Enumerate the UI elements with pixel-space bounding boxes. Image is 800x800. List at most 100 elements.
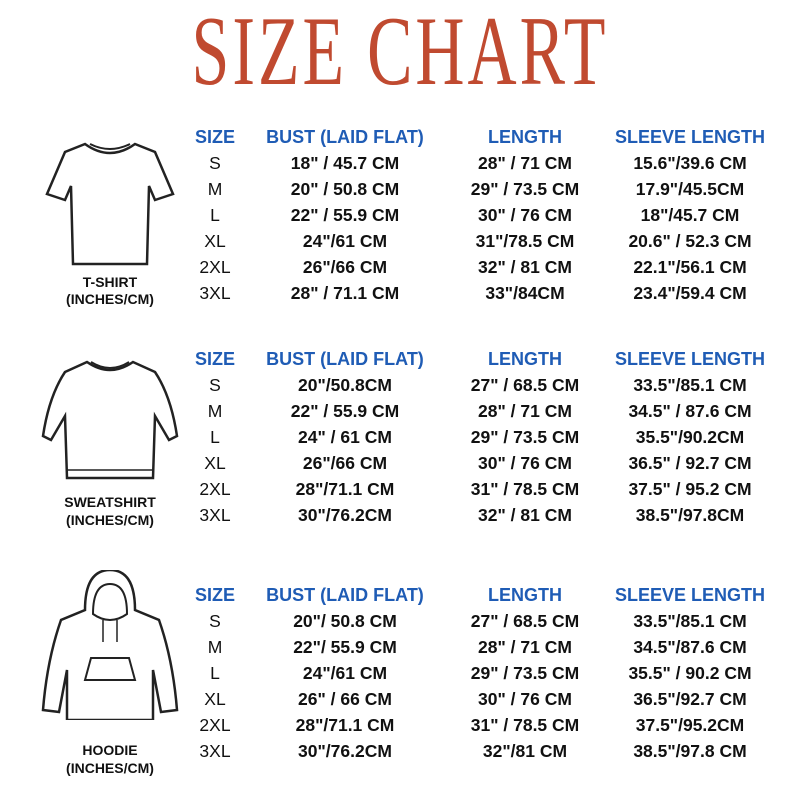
measurement-cell: 28" / 71 CM — [478, 152, 572, 173]
table-row: M 22"/ 55.9 CM 28" / 71 CM 34.5"/87.6 CM — [190, 634, 780, 660]
size-cell: XL — [204, 688, 226, 709]
measurement-cell: 36.5" / 92.7 CM — [628, 452, 752, 473]
measurement-cell: 33.5"/85.1 CM — [633, 374, 747, 395]
sweatshirt-section: SWEATSHIRT (INCHES/CM) SIZE BUST (LAID FL… — [0, 346, 800, 546]
header-row: SIZE BUST (LAID FLAT) LENGTH SLEEVE LENGTH — [190, 346, 780, 372]
measurement-cell: 20"/ 50.8 CM — [293, 610, 397, 631]
column-header: SIZE — [194, 348, 235, 369]
table-row: XL 24"/61 CM 31"/78.5 CM 20.6" / 52.3 CM — [190, 228, 780, 254]
measurement-cell: 28"/71.1 CM — [295, 478, 395, 499]
table-row: L 22" / 55.9 CM 30" / 76 CM 18"/45.7 CM — [190, 202, 780, 228]
unit-label: (INCHES/CM) — [66, 760, 154, 776]
measurement-cell: 22" / 55.9 CM — [290, 400, 400, 421]
column-header: SLEEVE LENGTH — [614, 126, 766, 147]
table-row: 2XL 28"/71.1 CM 31" / 78.5 CM 37.5"/95.2CM — [190, 712, 780, 738]
measurement-cell: 37.5" / 95.2 CM — [628, 478, 752, 499]
measurement-cell: 30"/76.2CM — [298, 740, 392, 761]
column-header: LENGTH — [488, 584, 562, 605]
table-row: M 20" / 50.8 CM 29" / 73.5 CM 17.9"/45.5CM — [190, 176, 780, 202]
measurement-cell: 29" / 73.5 CM — [470, 662, 580, 683]
size-cell: 2XL — [199, 256, 231, 277]
measurement-cell: 24" / 61 CM — [298, 426, 392, 447]
measurement-cell: 33.5"/85.1 CM — [633, 610, 747, 631]
measurement-cell: 26"/66 CM — [302, 256, 388, 277]
measurement-cell: 31"/78.5 CM — [475, 230, 575, 251]
measurement-cell: 30"/76.2CM — [298, 504, 392, 525]
column-header: LENGTH — [488, 126, 562, 147]
measurement-cell: 34.5"/87.6 CM — [633, 636, 747, 657]
measurement-cell: 29" / 73.5 CM — [470, 178, 580, 199]
measurement-cell: 30" / 76 CM — [478, 204, 572, 225]
size-cell: XL — [204, 230, 226, 251]
hoodie-icon — [41, 570, 179, 720]
measurement-cell: 27" / 68.5 CM — [470, 610, 580, 631]
measurement-cell: 35.5" / 90.2 CM — [628, 662, 752, 683]
measurement-cell: 22"/ 55.9 CM — [293, 636, 397, 657]
table-row: M 22" / 55.9 CM 28" / 71 CM 34.5" / 87.6 CM — [190, 398, 780, 424]
table-row: S 20"/50.8CM 27" / 68.5 CM 33.5"/85.1 CM — [190, 372, 780, 398]
garment-name: HOODIE — [82, 742, 138, 758]
table-row: 3XL 30"/76.2CM 32"/81 CM 38.5"/97.8 CM — [190, 738, 780, 764]
measurement-cell: 38.5"/97.8CM — [635, 504, 745, 525]
header-row: SIZE BUST (LAID FLAT) LENGTH SLEEVE LENGTH — [190, 582, 780, 608]
measurement-cell: 35.5"/90.2CM — [635, 426, 745, 447]
size-cell: 3XL — [199, 282, 231, 303]
measurement-cell: 29" / 73.5 CM — [470, 426, 580, 447]
table-row: L 24" / 61 CM 29" / 73.5 CM 35.5"/90.2CM — [190, 424, 780, 450]
column-header: SIZE — [194, 584, 235, 605]
measurement-cell: 20" / 50.8 CM — [290, 178, 400, 199]
measurement-cell: 30" / 76 CM — [478, 452, 572, 473]
measurement-cell: 22" / 55.9 CM — [290, 204, 400, 225]
measurement-cell: 26"/66 CM — [302, 452, 388, 473]
tshirt-section: T-SHIRT (INCHES/CM) SIZE BUST (LAID FLAT)… — [0, 124, 800, 324]
measurement-cell: 31" / 78.5 CM — [470, 714, 580, 735]
column-header: SIZE — [194, 126, 235, 147]
measurement-cell: 20.6" / 52.3 CM — [628, 230, 752, 251]
measurement-cell: 15.6"/39.6 CM — [633, 152, 747, 173]
measurement-cell: 27" / 68.5 CM — [470, 374, 580, 395]
sweatshirt-icon — [41, 360, 179, 480]
measurement-cell: 18"/45.7 CM — [640, 204, 740, 225]
measurement-cell: 28" / 71 CM — [478, 400, 572, 421]
size-cell: 3XL — [199, 504, 231, 525]
measurement-cell: 24"/61 CM — [302, 662, 388, 683]
size-cell: 2XL — [199, 478, 231, 499]
size-cell: S — [209, 152, 221, 173]
unit-label: (INCHES/CM) — [66, 512, 154, 528]
garment-name: SWEATSHIRT — [64, 494, 156, 510]
size-cell: 3XL — [199, 740, 231, 761]
measurement-cell: 37.5"/95.2CM — [635, 714, 745, 735]
measurement-cell: 26" / 66 CM — [298, 688, 392, 709]
table-row: 3XL 30"/76.2CM 32" / 81 CM 38.5"/97.8CM — [190, 502, 780, 528]
table-row: S 18" / 45.7 CM 28" / 71 CM 15.6"/39.6 CM — [190, 150, 780, 176]
measurement-cell: 22.1"/56.1 CM — [633, 256, 747, 277]
table-row: 3XL 28" / 71.1 CM 33"/84CM 23.4"/59.4 CM — [190, 280, 780, 306]
size-cell: L — [210, 662, 220, 683]
size-table: SIZE BUST (LAID FLAT) LENGTH SLEEVE LENGTH S… — [190, 582, 780, 764]
column-header: BUST (LAID FLAT) — [266, 584, 424, 605]
measurement-cell: 38.5"/97.8 CM — [633, 740, 747, 761]
measurement-cell: 23.4"/59.4 CM — [633, 282, 747, 303]
column-header: SLEEVE LENGTH — [614, 584, 766, 605]
measurement-cell: 28"/71.1 CM — [295, 714, 395, 735]
size-cell: S — [209, 374, 221, 395]
size-cell: S — [209, 610, 221, 631]
size-cell: M — [207, 400, 223, 421]
table-row: XL 26" / 66 CM 30" / 76 CM 36.5"/92.7 CM — [190, 686, 780, 712]
table-row: 2XL 26"/66 CM 32" / 81 CM 22.1"/56.1 CM — [190, 254, 780, 280]
table-row: XL 26"/66 CM 30" / 76 CM 36.5" / 92.7 CM — [190, 450, 780, 476]
tshirt-icon — [45, 142, 175, 266]
measurement-cell: 20"/50.8CM — [298, 374, 392, 395]
unit-label: (INCHES/CM) — [66, 291, 154, 307]
size-cell: L — [210, 426, 220, 447]
measurement-cell: 28" / 71.1 CM — [290, 282, 400, 303]
measurement-cell: 30" / 76 CM — [478, 688, 572, 709]
measurement-cell: 32" / 81 CM — [478, 504, 572, 525]
page-title: SIZE CHART — [191, 0, 609, 106]
size-table: SIZE BUST (LAID FLAT) LENGTH SLEEVE LENGTH S… — [190, 124, 780, 306]
hoodie-section: HOODIE (INCHES/CM) SIZE BUST (LAID FLAT) L… — [0, 570, 800, 782]
table-row: 2XL 28"/71.1 CM 31" / 78.5 CM 37.5" / 95.2 … — [190, 476, 780, 502]
measurement-cell: 36.5"/92.7 CM — [633, 688, 747, 709]
column-header: BUST (LAID FLAT) — [266, 126, 424, 147]
measurement-cell: 34.5" / 87.6 CM — [628, 400, 752, 421]
